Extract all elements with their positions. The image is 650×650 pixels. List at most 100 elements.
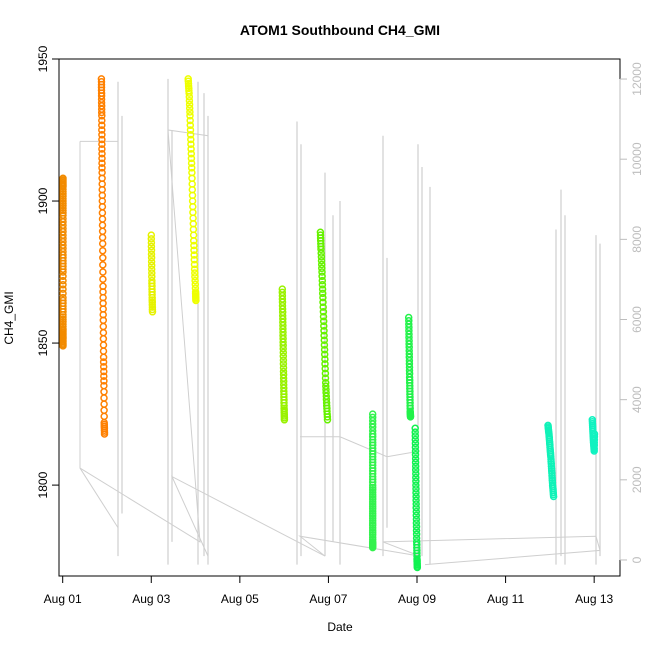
data-point [411, 432, 420, 440]
data-point [147, 242, 156, 251]
data-point [147, 261, 156, 270]
data-point [412, 469, 420, 478]
data-point [412, 485, 420, 493]
data-point [317, 249, 325, 257]
data-point [411, 454, 420, 463]
data-point [368, 483, 377, 492]
data-point [279, 341, 287, 350]
data-point [368, 514, 377, 522]
data-point [412, 492, 420, 501]
data-point [191, 273, 199, 281]
series-4 [278, 285, 289, 424]
data-point [185, 104, 194, 112]
data-point [279, 356, 288, 364]
x-tick-label: Aug 11 [487, 592, 524, 606]
data-point [98, 126, 106, 134]
series-10 [588, 416, 599, 455]
y-tick-label: 1850 [36, 329, 50, 356]
data-point [547, 460, 556, 468]
x-axis: Aug 01 Aug 03 Aug 05 Aug 07 Aug 09 Aug 11 Aug … [44, 575, 614, 606]
data-point [189, 237, 198, 245]
data-point [368, 521, 377, 530]
data-point [412, 511, 421, 520]
altitude-trace-path-a [79, 140, 119, 530]
data-point [100, 372, 108, 380]
data-point [187, 164, 196, 172]
data-point [280, 416, 289, 424]
series-1 [97, 75, 109, 438]
data-point [412, 504, 420, 512]
data-point [320, 350, 329, 359]
data-point [186, 116, 194, 125]
data-point [184, 79, 193, 88]
data-point [318, 276, 327, 285]
data-point [190, 246, 198, 255]
data-point [279, 348, 288, 357]
data-point [190, 255, 199, 264]
data-point [323, 416, 332, 424]
data-point [321, 374, 330, 382]
data-point [186, 108, 194, 116]
data-point [319, 298, 327, 307]
y2-tick-label: 0 [630, 556, 644, 563]
data-point [148, 300, 157, 309]
data-point [148, 291, 156, 299]
data-point [99, 358, 108, 366]
data-point [99, 353, 108, 362]
data-point [412, 473, 420, 482]
data-point [318, 272, 326, 281]
data-point [59, 206, 67, 215]
data-point [147, 265, 156, 273]
data-point [186, 121, 195, 130]
data-point [319, 303, 327, 311]
data-point [98, 239, 107, 248]
data-point [411, 466, 420, 474]
data-point [186, 126, 195, 134]
series-0 [59, 174, 67, 350]
data-point [187, 154, 196, 163]
data-point [368, 526, 377, 534]
data-point [320, 327, 328, 335]
data-point [368, 488, 377, 496]
data-point [98, 154, 106, 163]
data-point [98, 246, 107, 255]
data-point [412, 523, 421, 531]
data-point [100, 377, 108, 385]
data-point [148, 308, 157, 316]
data-point [318, 289, 327, 298]
series-6 [368, 410, 377, 552]
x-tick-label: Aug 09 [398, 592, 436, 606]
y-tick-label: 1800 [36, 471, 50, 498]
data-point [413, 563, 422, 572]
x-tick-label: Aug 13 [575, 592, 613, 606]
data-point [98, 121, 106, 130]
data-point [321, 369, 330, 378]
data-point [99, 275, 107, 283]
data-point [187, 135, 195, 144]
data-point [148, 293, 156, 302]
y2-tick-label: 4000 [630, 386, 644, 413]
data-point [412, 477, 420, 486]
data-point [59, 313, 67, 321]
x-tick-label: Aug 01 [44, 592, 82, 606]
data-point [319, 312, 328, 321]
data-point [368, 523, 377, 532]
data-point [319, 317, 328, 326]
data-point [187, 145, 195, 153]
data-point [323, 413, 332, 421]
data-point [147, 254, 156, 262]
data-point [190, 260, 199, 269]
data-point [368, 512, 377, 520]
data-point [368, 507, 377, 515]
data-point [279, 344, 287, 353]
data-point [411, 462, 420, 470]
data-point [148, 269, 156, 277]
data-point [98, 164, 106, 172]
altitude-trace-path-c [300, 436, 421, 458]
y2-tick-label: 12000 [630, 62, 644, 96]
data-point [186, 112, 194, 120]
data-point [147, 231, 156, 239]
chart-title: ATOM1 Southbound CH4_GMI [240, 22, 440, 38]
data-point [318, 268, 326, 276]
y2-tick-label: 10000 [630, 142, 644, 176]
